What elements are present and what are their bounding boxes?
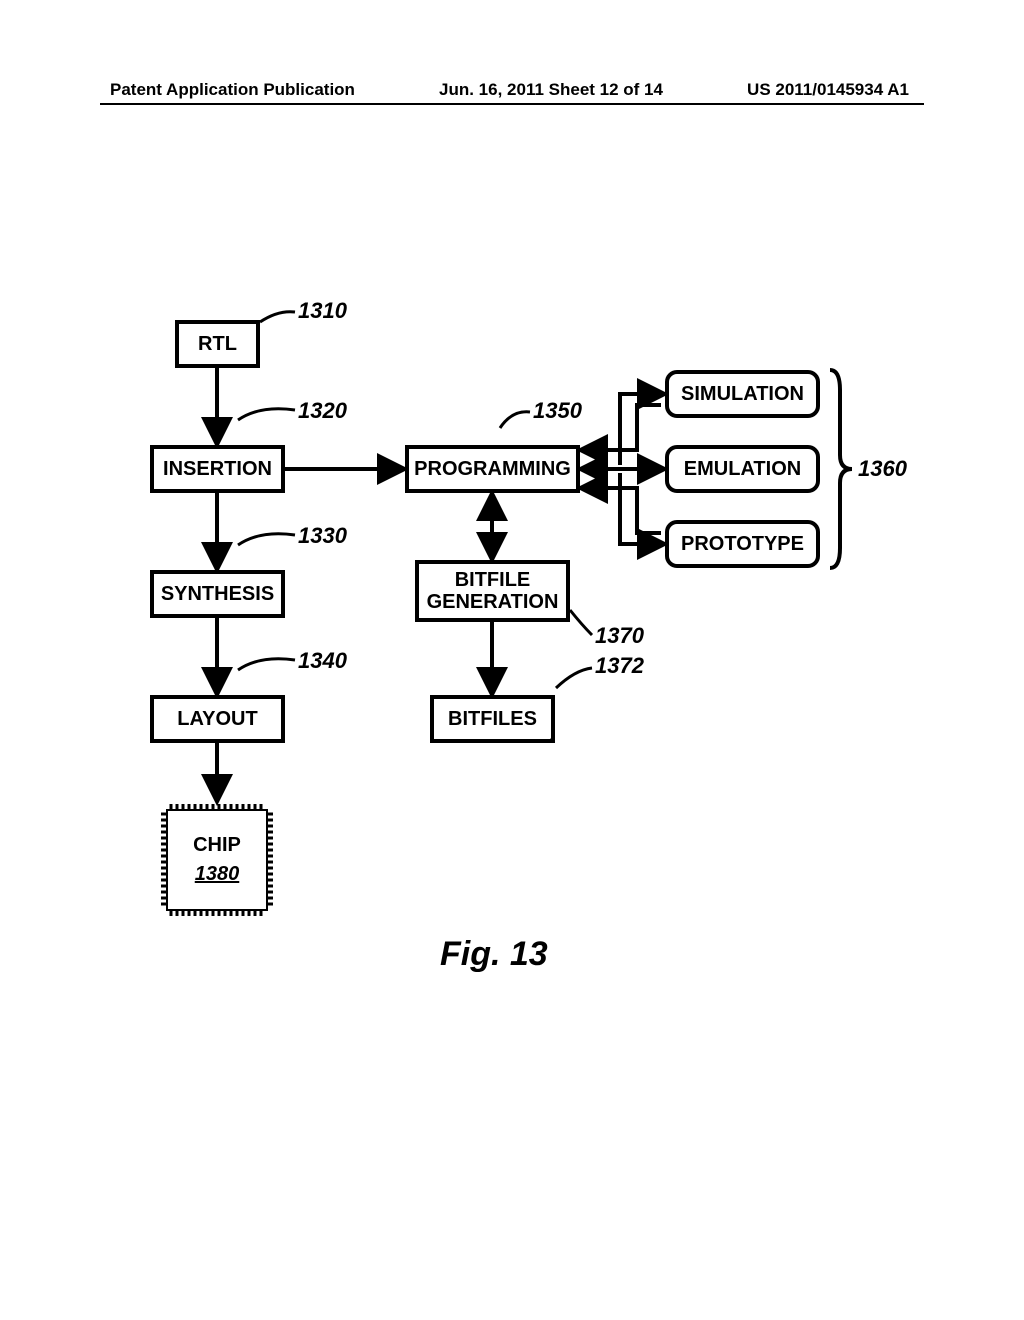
node-chip-label: CHIP (193, 834, 241, 857)
header-right: US 2011/0145934 A1 (747, 80, 909, 100)
node-rtl-label: RTL (198, 333, 237, 355)
ref-1320: 1320 (298, 398, 347, 424)
figure-13-diagram: RTL INSERTION SYNTHESIS LAYOUT PROGRAMMI… (120, 290, 920, 990)
node-simulation-label: SIMULATION (681, 383, 804, 406)
ref-1330: 1330 (298, 523, 347, 549)
ref-1340: 1340 (298, 648, 347, 674)
node-programming: PROGRAMMING (405, 445, 580, 493)
node-chip-ref: 1380 (195, 863, 240, 886)
header-center: Jun. 16, 2011 Sheet 12 of 14 (439, 80, 663, 100)
node-layout: LAYOUT (150, 695, 285, 743)
node-insertion-label: INSERTION (163, 458, 272, 480)
node-bitfiles: BITFILES (430, 695, 555, 743)
ref-1360: 1360 (858, 456, 907, 482)
header-left: Patent Application Publication (110, 80, 355, 100)
node-layout-label: LAYOUT (177, 708, 257, 730)
ref-1372: 1372 (595, 653, 644, 679)
node-chip: CHIP 1380 (157, 800, 277, 920)
node-rtl: RTL (175, 320, 260, 368)
chip-icon (157, 800, 277, 920)
header-rule (100, 103, 924, 105)
ref-1310: 1310 (298, 298, 347, 324)
node-insertion: INSERTION (150, 445, 285, 493)
figure-caption: Fig. 13 (440, 935, 548, 974)
node-bitfilegen-label: BITFILE GENERATION (427, 569, 559, 613)
ref-1370: 1370 (595, 623, 644, 649)
node-programming-label: PROGRAMMING (414, 458, 571, 480)
node-emulation-label: EMULATION (684, 458, 801, 481)
node-synthesis: SYNTHESIS (150, 570, 285, 618)
node-prototype-label: PROTOTYPE (681, 533, 804, 556)
node-bitfiles-label: BITFILES (448, 708, 537, 730)
ref-1350: 1350 (533, 398, 582, 424)
node-bitfile-generation: BITFILE GENERATION (415, 560, 570, 622)
node-synthesis-label: SYNTHESIS (161, 583, 274, 605)
node-simulation: SIMULATION (665, 370, 820, 418)
node-prototype: PROTOTYPE (665, 520, 820, 568)
page-header: Patent Application Publication Jun. 16, … (0, 80, 1024, 100)
node-emulation: EMULATION (665, 445, 820, 493)
